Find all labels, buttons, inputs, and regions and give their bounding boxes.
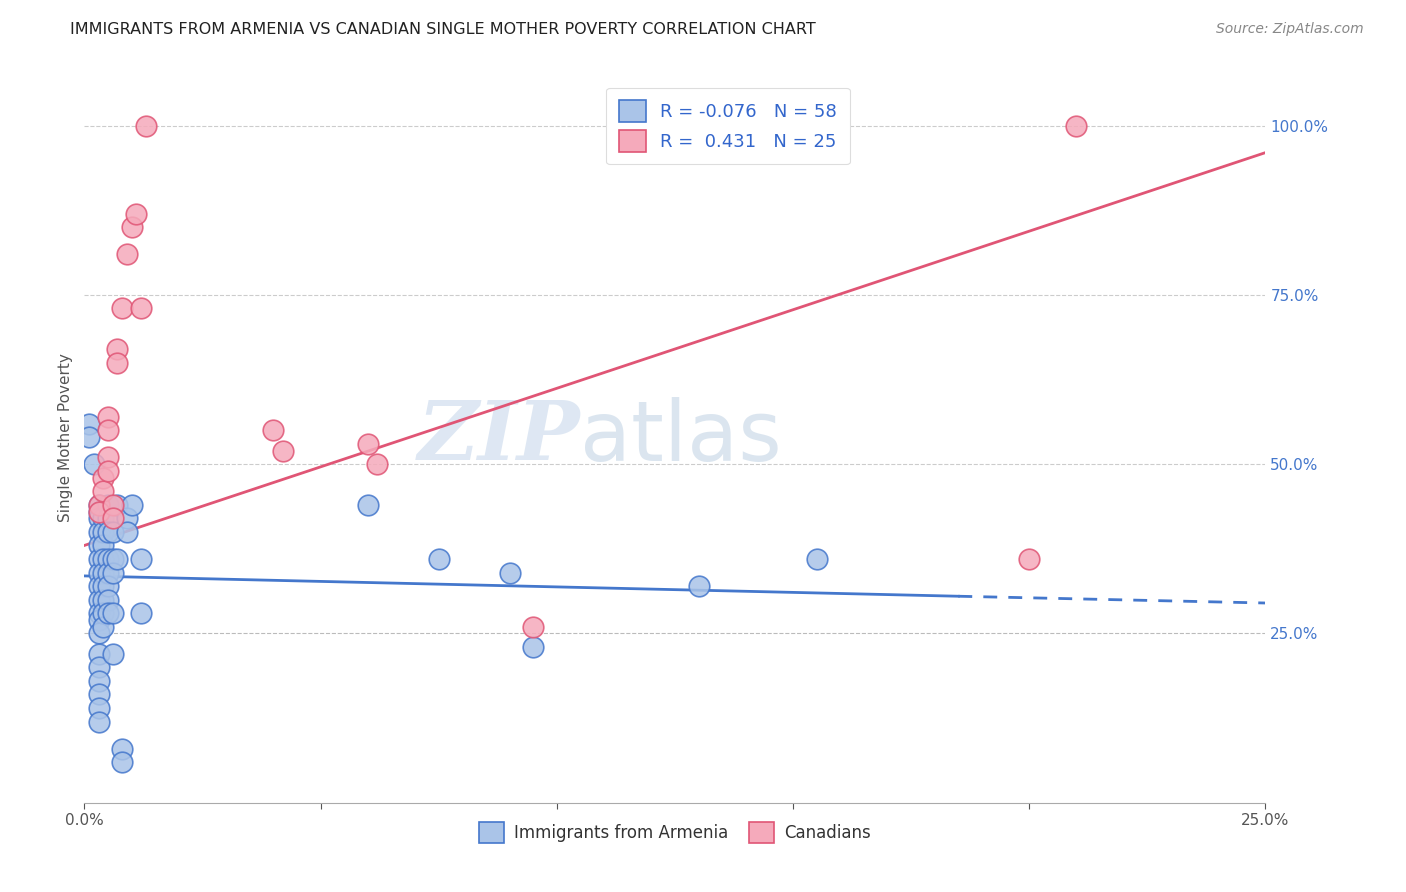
Point (91, 592, 114, 607)
Point (115, 524, 138, 539)
Point (87, 660, 110, 674)
Point (101, 566, 124, 580)
Point (107, 498, 129, 512)
Point (498, 566, 520, 580)
Point (97, 552, 120, 566)
Point (357, 437, 380, 451)
Point (87, 647, 110, 661)
Point (101, 498, 124, 512)
Point (97, 423, 120, 437)
Point (97, 524, 120, 539)
Point (107, 355, 129, 369)
Text: IMMIGRANTS FROM ARMENIA VS CANADIAN SINGLE MOTHER POVERTY CORRELATION CHART: IMMIGRANTS FROM ARMENIA VS CANADIAN SING… (70, 22, 815, 37)
Point (111, 755, 134, 769)
Text: Source: ZipAtlas.com: Source: ZipAtlas.com (1216, 22, 1364, 37)
Point (107, 342, 129, 356)
Point (87, 688, 110, 702)
Point (101, 511, 124, 525)
Point (806, 552, 828, 566)
Point (121, 498, 143, 512)
Point (129, 606, 152, 620)
Point (91, 606, 114, 620)
Point (91, 511, 114, 525)
Point (688, 579, 710, 593)
Point (1066, 119, 1088, 133)
Point (87, 552, 110, 566)
Point (129, 301, 152, 316)
Point (87, 566, 110, 580)
Point (91, 524, 114, 539)
Point (77, 417, 100, 431)
Point (262, 423, 284, 437)
Point (121, 220, 143, 235)
Point (97, 498, 120, 512)
Point (97, 409, 120, 424)
Point (1018, 552, 1040, 566)
Point (101, 524, 124, 539)
Point (87, 592, 110, 607)
Point (87, 505, 110, 519)
Point (91, 552, 114, 566)
Point (87, 498, 110, 512)
Text: atlas: atlas (581, 397, 782, 477)
Point (91, 538, 114, 552)
Point (91, 579, 114, 593)
Text: ZIP: ZIP (418, 397, 581, 477)
Point (91, 566, 114, 580)
Point (87, 606, 110, 620)
Point (522, 640, 544, 654)
Point (427, 552, 450, 566)
Point (101, 647, 124, 661)
Point (97, 450, 120, 465)
Point (111, 301, 134, 316)
Point (115, 511, 138, 525)
Point (87, 505, 110, 519)
Point (125, 206, 148, 220)
Point (83, 457, 105, 471)
Point (357, 498, 380, 512)
Point (366, 457, 388, 471)
Point (87, 701, 110, 715)
Point (87, 579, 110, 593)
Point (135, 119, 157, 133)
Point (87, 673, 110, 688)
Y-axis label: Single Mother Poverty: Single Mother Poverty (58, 352, 73, 522)
Point (522, 620, 544, 634)
Point (91, 471, 114, 485)
Point (271, 443, 294, 458)
Point (87, 524, 110, 539)
Point (91, 620, 114, 634)
Point (111, 741, 134, 756)
Point (101, 552, 124, 566)
Point (97, 592, 120, 607)
Point (77, 430, 100, 444)
Point (87, 511, 110, 525)
Point (107, 552, 129, 566)
Point (97, 566, 120, 580)
Point (97, 511, 120, 525)
Point (101, 606, 124, 620)
Point (91, 484, 114, 499)
Point (97, 606, 120, 620)
Point (87, 714, 110, 729)
Point (87, 538, 110, 552)
Point (87, 626, 110, 640)
Point (87, 613, 110, 627)
Legend: Immigrants from Armenia, Canadians: Immigrants from Armenia, Canadians (472, 815, 877, 849)
Point (115, 247, 138, 261)
Point (97, 464, 120, 478)
Point (129, 552, 152, 566)
Point (97, 579, 120, 593)
Point (87, 498, 110, 512)
